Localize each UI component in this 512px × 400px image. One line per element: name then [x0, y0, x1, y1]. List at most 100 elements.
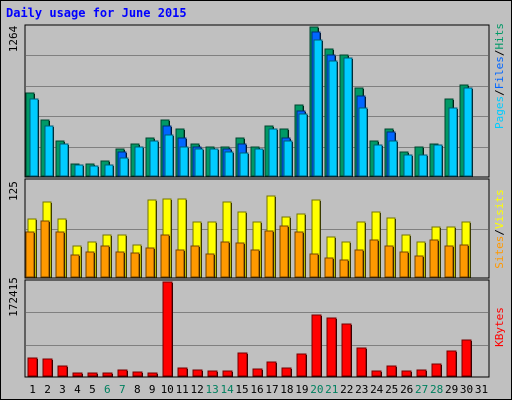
day-tick-label: 8	[134, 383, 141, 396]
sites-bar	[85, 251, 95, 278]
kbytes-bar	[102, 372, 113, 377]
pages-bar	[268, 128, 278, 177]
pages-bar	[313, 39, 323, 177]
pages-bar	[433, 144, 443, 177]
day-tick-label: 18	[280, 383, 293, 396]
sites-bar	[414, 255, 424, 278]
pages-bar	[343, 57, 353, 177]
sites-bar	[70, 254, 80, 278]
pages-bar	[373, 144, 383, 177]
sites-bar	[175, 249, 185, 278]
legend-separator: /	[493, 49, 506, 57]
pages-bar	[403, 154, 413, 177]
kbytes-bar	[192, 369, 203, 377]
pages-bar	[179, 146, 189, 177]
kbytes-bar	[371, 370, 382, 377]
day-tick-label: 11	[176, 383, 189, 396]
sites-bar	[100, 245, 110, 278]
pages-bar	[239, 152, 249, 177]
day-tick-label: 17	[265, 383, 278, 396]
day-tick-label: 16	[250, 383, 263, 396]
day-tick-label: 19	[295, 383, 308, 396]
pages-bar	[29, 98, 39, 177]
day-tick-label: 13	[205, 383, 218, 396]
pages-bar	[89, 165, 99, 177]
kbytes-bar	[401, 370, 412, 377]
day-tick-label: 30	[460, 383, 473, 396]
kbytes-bar	[27, 357, 38, 377]
hits-files-pages-legend: Pages/Files/Hits	[493, 23, 507, 129]
sites-bar	[235, 242, 245, 278]
pages-bar	[134, 146, 144, 177]
day-tick-label: 6	[104, 383, 111, 396]
sites-bar	[294, 231, 304, 278]
kbytes-bar	[326, 317, 337, 377]
day-tick-label: 15	[235, 383, 248, 396]
sites-bar	[160, 234, 170, 278]
sites-bar	[130, 252, 140, 278]
legend-separator: /	[493, 89, 506, 96]
day-tick-label: 10	[161, 383, 174, 396]
kbytes-bar	[42, 358, 53, 377]
kbytes-bar	[147, 372, 158, 377]
kbytes-bar	[207, 370, 218, 377]
kbytes-bar	[446, 350, 457, 377]
kbytes-bar	[222, 370, 233, 377]
day-tick-label: 29	[445, 383, 458, 396]
sites-bar	[354, 249, 364, 278]
day-tick-label: 25	[385, 383, 398, 396]
kbytes-bar	[177, 367, 188, 377]
pages-bar	[74, 164, 84, 177]
pages-bar	[164, 134, 174, 177]
pages-bar	[448, 107, 458, 177]
sites-bar	[40, 220, 50, 278]
sites-bar	[324, 257, 334, 278]
day-tick-label: 28	[430, 383, 443, 396]
legend-hits: Hits	[493, 23, 506, 50]
kbytes-bar	[87, 372, 98, 377]
kbytes-bar	[162, 281, 173, 377]
kbytes-bar	[311, 314, 322, 377]
sites-bar	[220, 241, 230, 278]
day-tick-label: 31	[475, 383, 488, 396]
pages-bar	[358, 107, 368, 177]
sites-bar	[145, 247, 155, 278]
day-tick-label: 14	[220, 383, 234, 396]
sites-bar	[339, 259, 349, 278]
pages-bar	[104, 164, 114, 177]
pages-bar	[44, 125, 54, 177]
pages-bar	[463, 87, 473, 177]
day-tick-label: 3	[59, 383, 66, 396]
pages-bar	[224, 151, 234, 177]
kbytes-bar	[416, 369, 427, 377]
pages-bar	[283, 140, 293, 177]
kbytes-bar	[132, 371, 143, 377]
day-tick-label: 22	[340, 383, 353, 396]
chart-title: Daily usage for June 2015	[6, 6, 187, 20]
sites-bar	[250, 249, 260, 278]
sites-bar	[55, 231, 65, 278]
sites-bar	[205, 253, 215, 278]
sites-bar	[384, 245, 394, 278]
kbytes-bar	[386, 365, 397, 377]
kbytes-bar	[117, 369, 128, 377]
kbytes-bar	[431, 363, 442, 377]
kbytes-bar	[341, 323, 352, 377]
hits-panel-max-label: 1264	[7, 25, 20, 53]
legend-visits: Visits	[493, 189, 506, 229]
sites-bar	[25, 231, 35, 278]
sites-bar	[264, 230, 274, 278]
kbytes-bar	[237, 352, 248, 377]
sites-bar	[369, 239, 379, 278]
pages-bar	[209, 148, 219, 177]
kbytes-bar	[72, 372, 83, 377]
pages-bar	[59, 143, 69, 177]
legend-files: Files	[493, 56, 506, 90]
pages-bar	[418, 154, 428, 177]
day-tick-label: 24	[370, 383, 384, 396]
legend-kbytes: KBytes	[493, 307, 506, 347]
day-tick-label: 12	[190, 383, 203, 396]
kbytes-panel-max-label: 172415	[7, 277, 20, 317]
sites-bar	[444, 245, 454, 278]
